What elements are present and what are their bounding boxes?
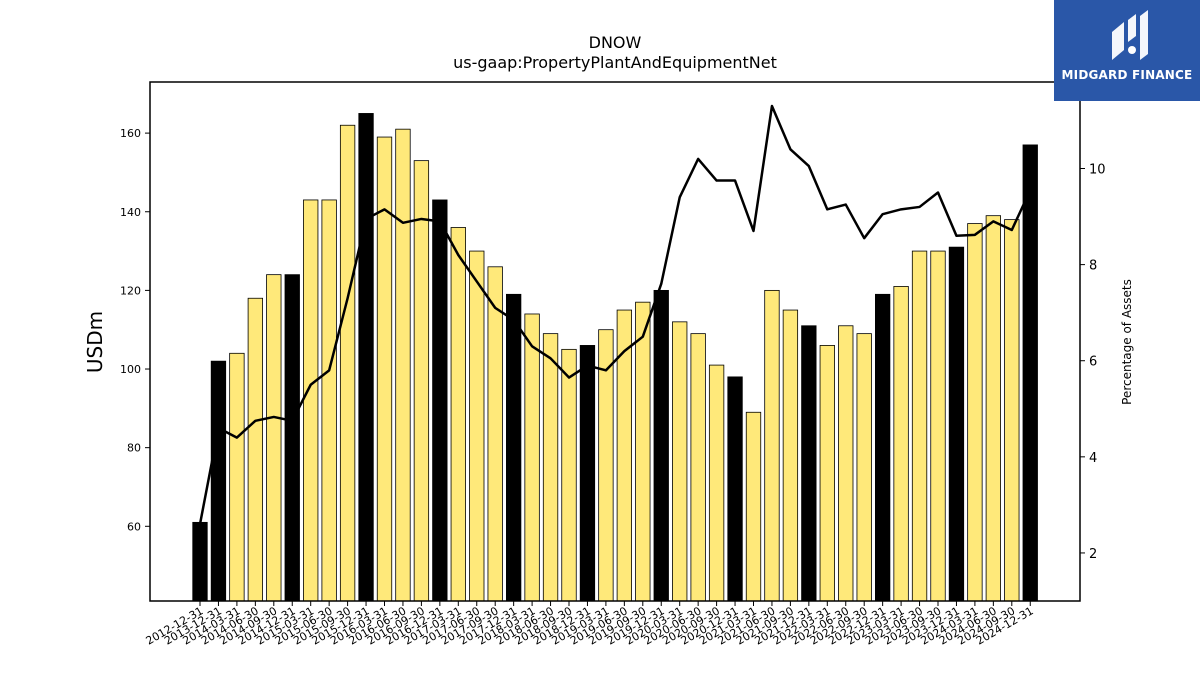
bar-2017-06-30 bbox=[469, 250, 485, 602]
bar-2016-09-30 bbox=[413, 160, 430, 602]
midgard-logo-icon bbox=[1112, 10, 1148, 60]
percentage-line bbox=[198, 104, 1032, 525]
bar-series bbox=[192, 113, 1038, 602]
bar-2019-09-30 bbox=[635, 301, 651, 602]
plot-frame bbox=[149, 81, 1081, 602]
bar-2014-12-31 bbox=[284, 274, 300, 602]
bar-2024-03-31 bbox=[967, 223, 983, 602]
x-axis: 2012-12-312013-12-312014-03-312014-06-30… bbox=[144, 601, 1036, 648]
y-tick-label: 160 bbox=[120, 127, 141, 140]
y-tick-label: 80 bbox=[127, 442, 141, 455]
bar-2012-12-31 bbox=[192, 521, 208, 602]
bar-2022-09-30 bbox=[856, 333, 872, 602]
bar-2024-06-30 bbox=[985, 215, 1001, 602]
bar-2017-12-31 bbox=[505, 293, 522, 602]
bar-2018-06-30 bbox=[542, 333, 559, 602]
y-tick-label: 60 bbox=[127, 520, 141, 533]
y2-tick-label: 8 bbox=[1089, 259, 1097, 274]
bar-2018-09-30 bbox=[561, 348, 577, 602]
bar-2016-03-31 bbox=[376, 136, 393, 602]
logo-text: MIDGARD FINANCE bbox=[1061, 68, 1193, 82]
bar-2013-12-31 bbox=[210, 360, 227, 602]
bar-2021-03-31 bbox=[745, 411, 762, 602]
bar-2014-06-30 bbox=[247, 297, 264, 602]
bar-2023-09-30 bbox=[930, 250, 946, 602]
bar-2019-06-30 bbox=[616, 309, 632, 602]
y2-tick-label: 4 bbox=[1089, 451, 1097, 466]
bar-2023-03-31 bbox=[893, 286, 909, 602]
y-axis-label: USDm bbox=[83, 311, 107, 373]
bar-2020-03-31 bbox=[672, 321, 688, 602]
bar-2015-12-31 bbox=[358, 113, 374, 602]
chart-title: DNOW bbox=[589, 33, 642, 52]
bar-2020-12-31 bbox=[727, 376, 743, 602]
bar-2017-03-31 bbox=[450, 227, 466, 602]
bar-2020-06-30 bbox=[690, 333, 706, 602]
y-tick-label: 120 bbox=[120, 284, 141, 297]
chart-subtitle: us-gaap:PropertyPlantAndEquipmentNet bbox=[453, 53, 777, 72]
y-tick-label: 140 bbox=[120, 206, 141, 219]
bar-2022-06-30 bbox=[838, 325, 854, 602]
bar-2020-09-30 bbox=[708, 364, 725, 602]
bar-2021-12-31 bbox=[801, 325, 817, 602]
y2-tick-label: 6 bbox=[1089, 355, 1097, 370]
bar-2015-06-30 bbox=[321, 199, 337, 602]
bar-2016-06-30 bbox=[395, 128, 411, 602]
bar-2021-09-30 bbox=[782, 309, 799, 602]
bar-2019-12-31 bbox=[653, 289, 669, 602]
bar-2024-12-31 bbox=[1022, 144, 1038, 602]
bar-2018-12-31 bbox=[579, 345, 596, 602]
bar-2023-06-30 bbox=[911, 250, 928, 602]
bar-2016-12-31 bbox=[432, 199, 448, 602]
bar-2023-12-31 bbox=[948, 246, 965, 602]
y-tick-label: 100 bbox=[120, 363, 141, 376]
bar-2014-03-31 bbox=[229, 352, 245, 602]
bar-2014-09-30 bbox=[266, 274, 282, 602]
bar-2017-09-30 bbox=[487, 266, 503, 602]
bar-2021-06-30 bbox=[764, 289, 780, 602]
bar-2018-03-31 bbox=[524, 313, 540, 602]
y2-tick-label: 2 bbox=[1089, 547, 1097, 562]
bar-2015-09-30 bbox=[339, 124, 356, 602]
y2-axis-label: Percentage of Assets bbox=[1120, 279, 1134, 405]
bar-2022-03-31 bbox=[819, 345, 835, 602]
bar-2022-12-31 bbox=[875, 293, 891, 602]
bar-2024-09-30 bbox=[1004, 219, 1020, 602]
y2-tick-label: 10 bbox=[1089, 163, 1106, 178]
midgard-finance-logo: MIDGARD FINANCE bbox=[1054, 0, 1200, 101]
line-series bbox=[198, 104, 1032, 525]
right-axis: 2 4 6 8 10 bbox=[1080, 163, 1106, 562]
left-axis: 60 80 100 120 140 160 bbox=[120, 127, 150, 533]
bar-2015-03-31 bbox=[303, 199, 319, 602]
